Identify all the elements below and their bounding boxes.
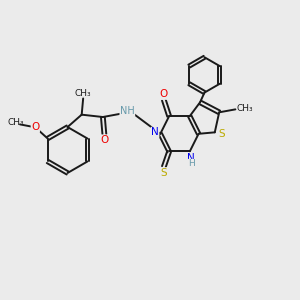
Text: CH₃: CH₃ <box>75 89 92 98</box>
Text: O: O <box>100 135 109 145</box>
Text: H: H <box>188 159 195 168</box>
Text: CH₃: CH₃ <box>236 104 253 113</box>
Text: O: O <box>31 122 39 132</box>
Text: N: N <box>151 127 159 137</box>
Text: N: N <box>187 153 195 163</box>
Text: S: S <box>218 129 225 139</box>
Text: S: S <box>160 168 167 178</box>
Text: CH₃: CH₃ <box>7 118 24 127</box>
Text: NH: NH <box>120 106 135 116</box>
Text: O: O <box>160 89 168 99</box>
